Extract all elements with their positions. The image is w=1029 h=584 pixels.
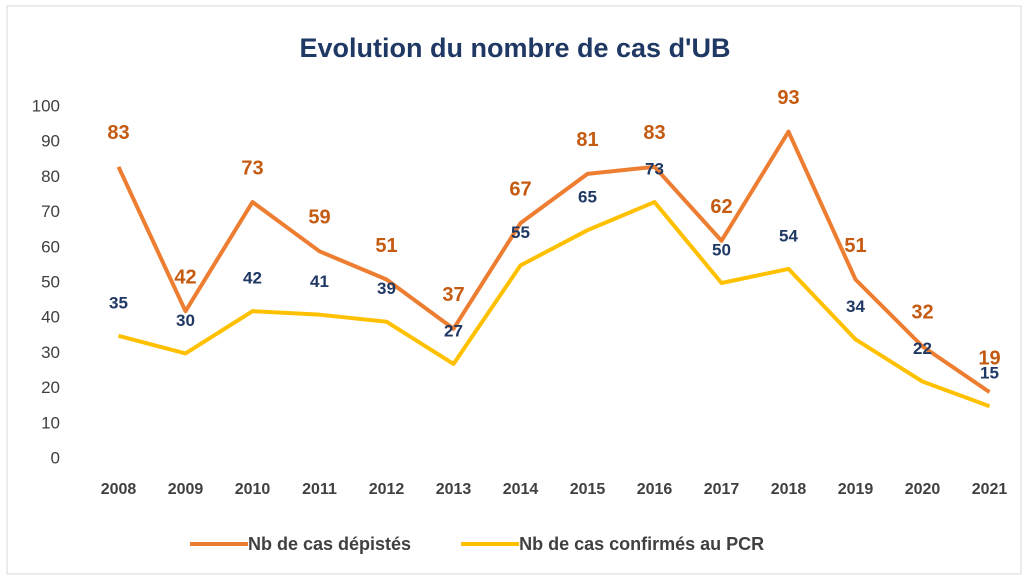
x-tick-label: 2012 (369, 481, 405, 498)
data-label: 39 (377, 279, 396, 298)
data-label: 51 (844, 235, 866, 257)
data-label: 59 (308, 207, 330, 229)
x-tick-label: 2015 (570, 481, 606, 498)
chart-title: Evolution du nombre de cas d'UB (300, 33, 731, 63)
data-label: 42 (243, 269, 262, 288)
x-tick-label: 2008 (101, 481, 137, 498)
data-label: 83 (107, 122, 129, 144)
y-tick-label: 50 (41, 272, 60, 291)
x-tick-label: 2010 (235, 481, 271, 498)
data-label: 54 (779, 226, 798, 245)
data-label: 83 (643, 122, 665, 144)
data-label: 37 (442, 284, 464, 306)
x-tick-label: 2016 (637, 481, 673, 498)
data-label: 50 (712, 240, 731, 259)
y-tick-label: 90 (41, 132, 60, 151)
y-tick-label: 80 (41, 167, 60, 186)
data-label: 81 (576, 129, 598, 151)
data-label: 35 (109, 293, 128, 312)
y-tick-label: 100 (32, 96, 60, 115)
data-label: 73 (241, 157, 263, 179)
x-tick-label: 2019 (838, 481, 874, 498)
data-label: 65 (578, 188, 597, 207)
data-label: 62 (710, 196, 732, 218)
y-tick-label: 30 (41, 343, 60, 362)
y-tick-label: 40 (41, 308, 60, 327)
legend-label: Nb de cas confirmés au PCR (519, 534, 764, 554)
y-tick-label: 70 (41, 202, 60, 221)
x-tick-label: 2021 (972, 481, 1008, 498)
x-tick-label: 2014 (503, 481, 539, 498)
y-tick-label: 20 (41, 378, 60, 397)
series-line (116, 129, 991, 394)
data-label: 30 (176, 311, 195, 330)
data-label: 55 (511, 223, 530, 242)
data-label: 73 (645, 160, 664, 179)
x-tick-label: 2018 (771, 481, 807, 498)
x-tick-label: 2011 (302, 481, 337, 498)
data-label: 67 (509, 178, 531, 200)
data-label: 15 (980, 364, 999, 383)
x-tick-label: 2013 (436, 481, 472, 498)
series-line (117, 200, 991, 409)
data-label: 41 (310, 272, 329, 291)
data-label: 27 (444, 321, 463, 340)
data-label: 93 (777, 87, 799, 109)
legend-label: Nb de cas dépistés (248, 534, 411, 554)
data-label: 51 (375, 235, 397, 257)
x-tick-label: 2009 (168, 481, 204, 498)
data-label: 22 (913, 339, 932, 358)
y-tick-label: 0 (51, 448, 60, 467)
y-tick-label: 60 (41, 237, 60, 256)
data-label: 34 (846, 297, 865, 316)
x-tick-label: 2017 (704, 481, 740, 498)
data-label: 42 (174, 266, 196, 288)
data-label: 19 (978, 347, 1000, 369)
y-tick-label: 10 (41, 413, 60, 432)
x-tick-label: 2020 (905, 481, 941, 498)
data-label: 32 (911, 302, 933, 324)
